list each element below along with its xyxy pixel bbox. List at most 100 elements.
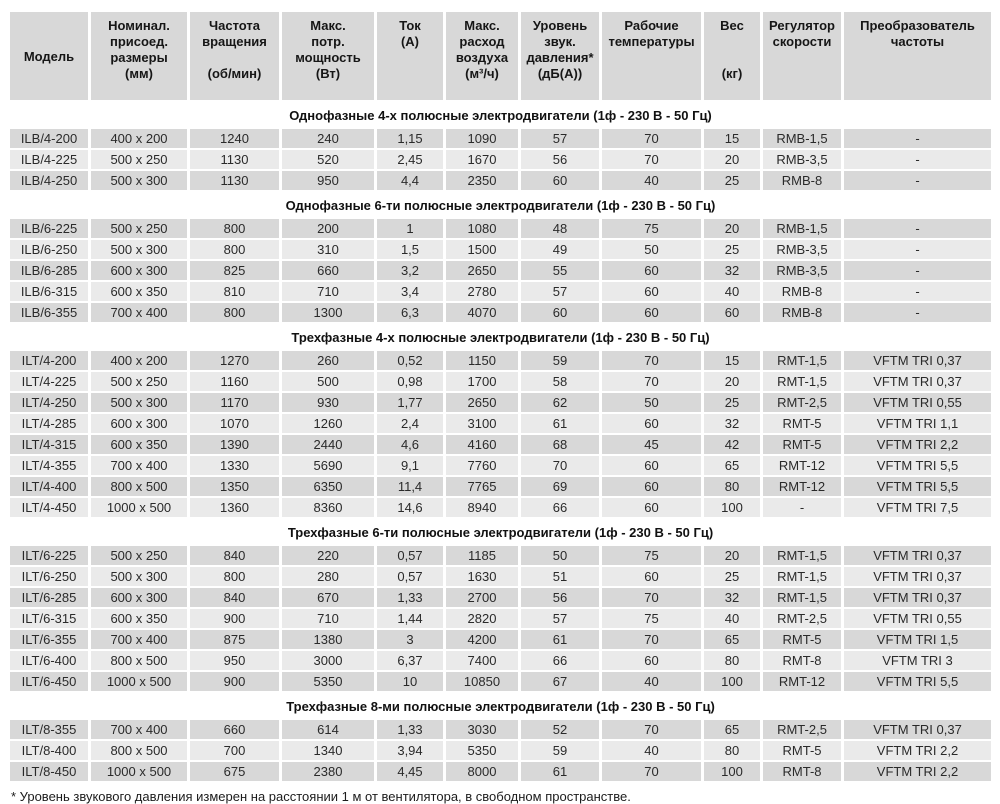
cell-noise: 49 (521, 240, 599, 259)
model-cell: ILT/6-225 (10, 546, 88, 565)
cell-power: 930 (282, 393, 374, 412)
spec-table: Модель Номинал. присоед. размеры (мм) Частота… (7, 10, 994, 783)
cell-regulator: RMB-8 (763, 171, 841, 190)
cell-airflow: 2350 (446, 171, 518, 190)
cell-noise: 57 (521, 129, 599, 148)
cell-weight: 25 (704, 567, 760, 586)
model-cell: ILB/6-355 (10, 303, 88, 322)
model-cell: ILT/6-400 (10, 651, 88, 670)
table-row: ILT/6-225 500 x 250 840 220 0,57 1185 50 75 20 RM… (10, 546, 991, 565)
table-row: ILB/6-285 600 x 300 825 660 3,2 2650 55 60 32 RMB… (10, 261, 991, 280)
cell-airflow: 7400 (446, 651, 518, 670)
cell-temp: 75 (602, 219, 701, 238)
header-line: Макс. (310, 18, 346, 33)
model-cell: ILT/4-355 (10, 456, 88, 475)
cell-temp: 60 (602, 651, 701, 670)
cell-temp: 40 (602, 672, 701, 691)
cell-temp: 60 (602, 282, 701, 301)
cell-current: 6,37 (377, 651, 443, 670)
cell-converter: VFTM TRI 2,2 (844, 435, 991, 454)
cell-airflow: 3030 (446, 720, 518, 739)
cell-weight: 15 (704, 351, 760, 370)
cell-airflow: 1080 (446, 219, 518, 238)
table-row: ILT/6-315 600 x 350 900 710 1,44 2820 57 75 40 RM… (10, 609, 991, 628)
cell-size: 600 x 350 (91, 435, 187, 454)
cell-rpm: 900 (190, 609, 279, 628)
cell-current: 1,15 (377, 129, 443, 148)
cell-converter: VFTM TRI 1,5 (844, 630, 991, 649)
cell-rpm: 700 (190, 741, 279, 760)
cell-regulator: RMT-5 (763, 630, 841, 649)
cell-rpm: 950 (190, 651, 279, 670)
cell-noise: 70 (521, 456, 599, 475)
cell-airflow: 1185 (446, 546, 518, 565)
cell-current: 3,4 (377, 282, 443, 301)
header-line: потр. (311, 34, 345, 49)
cell-airflow: 1630 (446, 567, 518, 586)
cell-size: 500 x 300 (91, 240, 187, 259)
cell-regulator: RMT-1,5 (763, 567, 841, 586)
cell-airflow: 1090 (446, 129, 518, 148)
cell-current: 1 (377, 219, 443, 238)
table-row: ILT/4-250 500 x 300 1170 930 1,77 2650 62 50 25 R… (10, 393, 991, 412)
cell-regulator: RMT-2,5 (763, 720, 841, 739)
cell-temp: 70 (602, 150, 701, 169)
cell-regulator: RMT-12 (763, 672, 841, 691)
cell-weight: 40 (704, 282, 760, 301)
model-cell: ILB/6-225 (10, 219, 88, 238)
table-row: ILT/6-450 1000 x 500 900 5350 10 10850 67 40 100… (10, 672, 991, 691)
table-row: ILT/4-315 600 x 350 1390 2440 4,6 4160 68 45 42 R… (10, 435, 991, 454)
sound-pressure-footnote: * Уровень звукового давления измерен на … (11, 789, 631, 804)
cell-power: 710 (282, 609, 374, 628)
table-row: ILB/4-250 500 x 300 1130 950 4,4 2350 60 40 25 RM… (10, 171, 991, 190)
section-title-row: Трехфазные 4-х полюсные электродвигатели… (10, 324, 991, 349)
cell-noise: 52 (521, 720, 599, 739)
cell-temp: 60 (602, 456, 701, 475)
table-row: ILB/6-355 700 x 400 800 1300 6,3 4070 60 60 60 RM… (10, 303, 991, 322)
cell-regulator: RMT-1,5 (763, 351, 841, 370)
cell-regulator: RMT-12 (763, 477, 841, 496)
cell-airflow: 2780 (446, 282, 518, 301)
cell-power: 1300 (282, 303, 374, 322)
cell-noise: 61 (521, 414, 599, 433)
cell-current: 4,4 (377, 171, 443, 190)
cell-current: 0,52 (377, 351, 443, 370)
cell-weight: 25 (704, 240, 760, 259)
cell-size: 800 x 500 (91, 477, 187, 496)
cell-current: 3 (377, 630, 443, 649)
cell-power: 280 (282, 567, 374, 586)
cell-weight: 80 (704, 477, 760, 496)
cell-power: 5350 (282, 672, 374, 691)
cell-regulator: RMB-1,5 (763, 129, 841, 148)
header-line: присоед. (109, 34, 169, 49)
column-header-airflow: Макс. расход воздуха (м³/ч) (446, 12, 518, 100)
cell-temp: 60 (602, 477, 701, 496)
cell-noise: 66 (521, 651, 599, 670)
cell-power: 5690 (282, 456, 374, 475)
header-line: (мм) (125, 66, 153, 81)
header-line: Преобразователь (860, 18, 975, 33)
cell-airflow: 8000 (446, 762, 518, 781)
column-header-model: Модель (10, 12, 88, 100)
header-line (705, 34, 759, 50)
cell-converter: - (844, 171, 991, 190)
model-cell: ILT/6-285 (10, 588, 88, 607)
cell-converter: - (844, 219, 991, 238)
cell-weight: 25 (704, 393, 760, 412)
model-cell: ILT/4-250 (10, 393, 88, 412)
header-line: (А) (400, 34, 420, 49)
cell-weight: 40 (704, 609, 760, 628)
cell-size: 1000 x 500 (91, 762, 187, 781)
cell-power: 240 (282, 129, 374, 148)
section-title: Однофазные 6-ти полюсные электродвигател… (10, 192, 991, 217)
cell-converter: - (844, 282, 991, 301)
cell-converter: - (844, 129, 991, 148)
column-header-current: Ток (А) (377, 12, 443, 100)
cell-weight: 20 (704, 546, 760, 565)
cell-noise: 56 (521, 588, 599, 607)
model-cell: ILB/4-250 (10, 171, 88, 190)
cell-size: 600 x 300 (91, 414, 187, 433)
cell-converter: - (844, 150, 991, 169)
header-line: Модель (23, 49, 75, 64)
cell-converter: VFTM TRI 0,37 (844, 372, 991, 391)
